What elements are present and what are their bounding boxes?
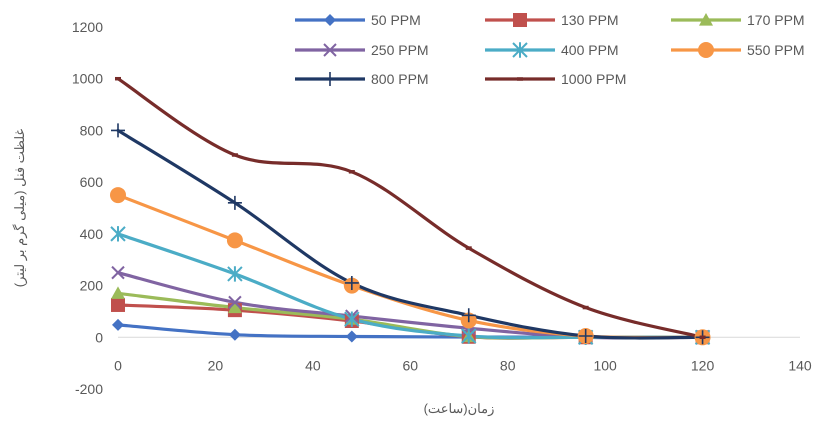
- legend-item: 250 PPM: [295, 42, 429, 58]
- data-point: [227, 195, 242, 210]
- data-point: [227, 300, 242, 314]
- legend-item: 1000 PPM: [485, 71, 626, 87]
- legend-label: 50 PPM: [371, 12, 421, 28]
- y-tick-label: -200: [75, 381, 103, 397]
- legend-label: 130 PPM: [561, 12, 619, 28]
- legend-label: 170 PPM: [747, 12, 805, 28]
- data-point: [465, 246, 472, 250]
- legend-label: 250 PPM: [371, 42, 429, 58]
- legend-item: 130 PPM: [485, 12, 619, 28]
- legend-item: 50 PPM: [295, 12, 421, 28]
- data-point: [699, 335, 706, 340]
- data-point: [228, 295, 242, 310]
- y-axis-title-group: غلظت فنل (میلی گرم بر لیتر): [12, 129, 28, 288]
- data-point: [111, 265, 125, 280]
- legend-marker: [698, 42, 714, 58]
- y-axis-title: غلظت فنل (میلی گرم بر لیتر): [12, 129, 28, 288]
- x-axis-title: زمان(ساعت): [424, 401, 495, 417]
- data-point: [111, 297, 125, 312]
- x-tick-label: 80: [500, 357, 516, 373]
- legend-item: 550 PPM: [671, 42, 805, 58]
- y-tick-label: 600: [80, 174, 104, 190]
- legend-label: 1000 PPM: [561, 71, 626, 87]
- data-point: [110, 226, 126, 242]
- series-markers: [110, 76, 711, 346]
- x-tick-label: 20: [208, 357, 224, 373]
- y-axis-ticks: -200 0 200 400 600 800 1000 1200: [72, 19, 103, 397]
- legend-item: 170 PPM: [671, 12, 805, 28]
- legend-label: 800 PPM: [371, 71, 429, 87]
- legend-marker: [513, 13, 527, 27]
- x-tick-label: 40: [305, 357, 321, 373]
- data-point: [110, 187, 126, 204]
- x-tick-label: 100: [593, 357, 617, 373]
- y-tick-label: 400: [80, 226, 104, 242]
- legend-marker: [699, 13, 713, 26]
- data-point: [344, 311, 360, 327]
- legend-item: 400 PPM: [485, 42, 619, 58]
- data-point: [461, 328, 477, 344]
- y-tick-label: 0: [95, 329, 103, 345]
- legend-marker: [323, 72, 337, 86]
- series-lines: [116, 77, 705, 340]
- data-point: [115, 76, 121, 81]
- data-point: [228, 328, 241, 341]
- y-tick-label: 200: [80, 278, 104, 294]
- legend-marker: [323, 43, 337, 57]
- x-tick-label: 0: [114, 357, 122, 373]
- y-tick-label: 800: [80, 122, 104, 138]
- legend-item: 800 PPM: [295, 71, 429, 87]
- series-line: [116, 77, 705, 339]
- data-point: [226, 232, 243, 249]
- x-tick-label: 140: [788, 357, 812, 373]
- data-point: [461, 308, 476, 323]
- y-tick-label: 1200: [72, 19, 103, 35]
- x-axis-ticks: 0 20 40 60 80 100 120 140: [114, 357, 812, 373]
- legend-marker: [324, 14, 336, 26]
- y-tick-label: 1000: [72, 71, 103, 87]
- legend-marker: [517, 77, 523, 81]
- legend: 50 PPM 130 PPM 170 PPM 250 PPM 400 PPM 550 PP…: [295, 12, 805, 87]
- series-line: [116, 128, 705, 340]
- data-point: [112, 318, 124, 331]
- data-point: [345, 330, 358, 343]
- x-tick-label: 120: [691, 357, 715, 373]
- data-point: [227, 266, 243, 282]
- data-point: [111, 123, 125, 138]
- data-point: [344, 275, 359, 290]
- data-point: [348, 170, 355, 174]
- data-point: [578, 328, 593, 343]
- data-point: [111, 286, 125, 299]
- legend-label: 400 PPM: [561, 42, 619, 58]
- x-tick-label: 60: [402, 357, 418, 373]
- data-point: [231, 153, 238, 157]
- legend-label: 550 PPM: [747, 42, 805, 58]
- legend-marker: [512, 42, 528, 58]
- data-point: [582, 305, 589, 310]
